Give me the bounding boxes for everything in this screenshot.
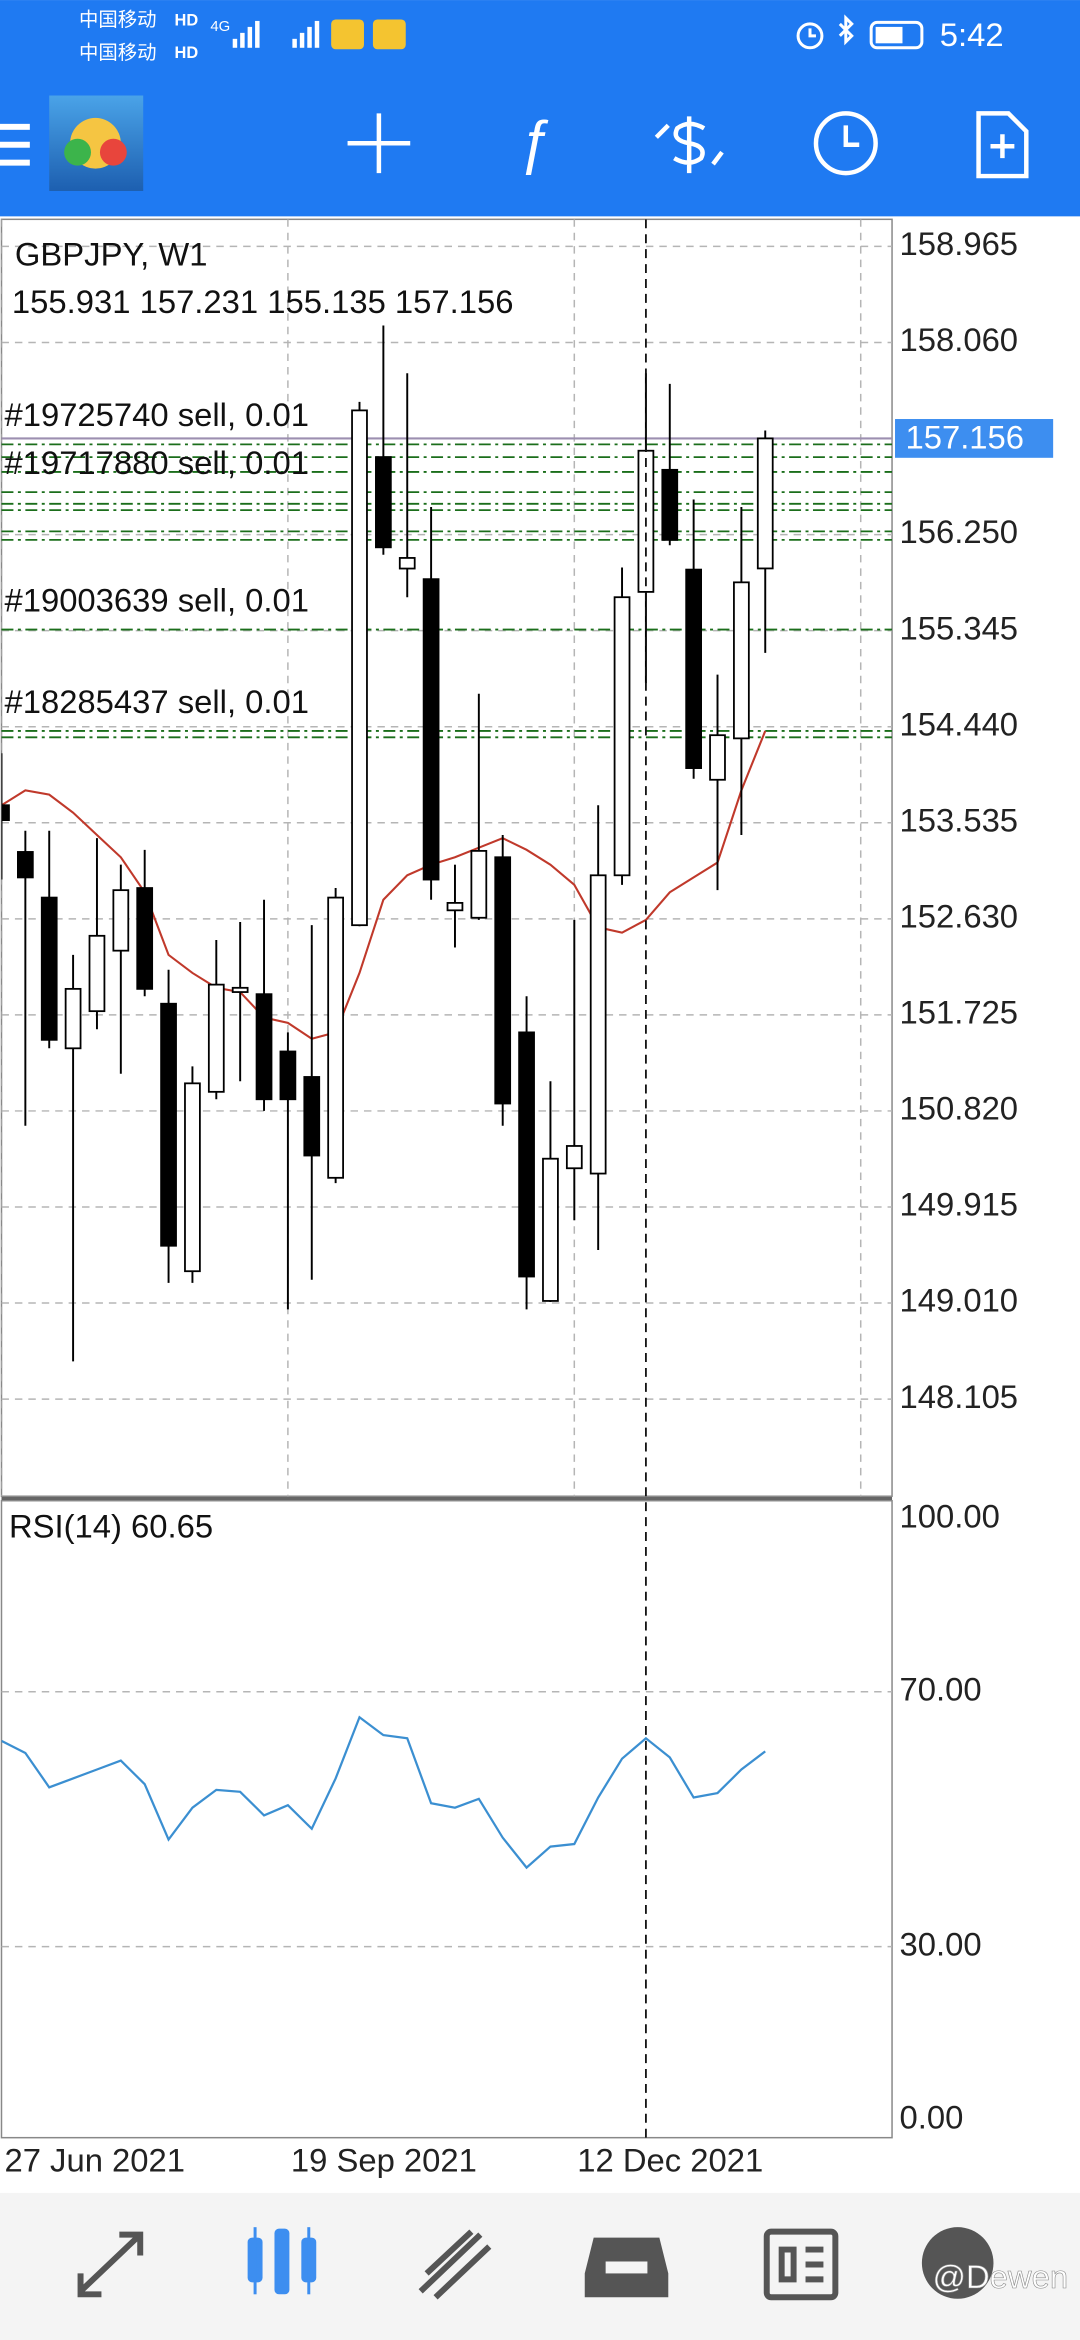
order-label: #19003639 sell, 0.01 xyxy=(4,581,309,618)
candle-body xyxy=(375,456,392,549)
rsi-title: RSI(14) 60.65 xyxy=(9,1508,213,1545)
candle-body xyxy=(589,874,607,1175)
main-plot: #19725740 sell, 0.01 #19717880 sell, 0.01… xyxy=(1,219,893,1497)
order-label: #18285437 sell, 0.01 xyxy=(4,683,309,720)
watermark: @Dewen xyxy=(933,2258,1068,2295)
x-tick-label: 12 Dec 2021 xyxy=(577,2142,763,2179)
y-tick-label: 0.00 xyxy=(900,2098,964,2135)
y-tick-label: 149.010 xyxy=(900,1282,1019,1319)
current-price-label: 157.156 xyxy=(905,419,1024,456)
system-icons xyxy=(796,14,924,50)
candle-body xyxy=(422,578,440,881)
hd-badge: HD xyxy=(175,11,199,29)
app-logo[interactable] xyxy=(49,95,144,191)
period-tool[interactable] xyxy=(813,111,878,176)
trade-tool[interactable] xyxy=(654,116,724,174)
y-tick-label: 150.820 xyxy=(900,1090,1019,1127)
candle-body xyxy=(231,986,249,993)
ohlc-header: 155.931 157.231 155.135 157.156 xyxy=(12,283,514,320)
candle-body xyxy=(613,596,631,877)
y-tick-label: 156.250 xyxy=(900,513,1019,550)
clock: 5:42 xyxy=(940,16,1004,53)
bottom-nav xyxy=(0,2192,1080,2340)
candle-body xyxy=(733,581,750,740)
rsi-line xyxy=(1,1715,766,1870)
candle-body xyxy=(255,993,273,1101)
candle-body xyxy=(518,1031,535,1278)
candle-body xyxy=(1,804,10,821)
indicators-tool[interactable]: ƒ xyxy=(517,108,550,175)
y-tick-label: 152.630 xyxy=(900,897,1019,934)
y-tick-label: 154.440 xyxy=(900,705,1019,742)
candle-body xyxy=(40,896,58,1041)
order-label: #19717880 sell, 0.01 xyxy=(4,444,309,481)
rsi-pane xyxy=(0,1499,893,2139)
candle-body xyxy=(160,1002,177,1247)
crosshair-tool[interactable] xyxy=(347,113,411,174)
x-tick-label: 19 Sep 2021 xyxy=(291,2142,477,2179)
candle-body xyxy=(542,1157,559,1302)
candle-body xyxy=(184,1082,201,1273)
quotes-tab[interactable] xyxy=(77,2231,144,2298)
order-label: #19725740 sell, 0.01 xyxy=(4,396,309,433)
menu-button[interactable] xyxy=(0,123,30,166)
candle-body xyxy=(446,902,464,912)
x-tick-label: 27 Jun 2021 xyxy=(4,2142,185,2179)
current-price-box xyxy=(895,419,1054,458)
y-tick-label: 151.725 xyxy=(900,994,1019,1031)
y-tick-label: 155.345 xyxy=(900,609,1019,646)
trade-tab[interactable] xyxy=(418,2229,492,2300)
y-tick-label: 158.060 xyxy=(900,321,1019,358)
y-tick-label: 149.915 xyxy=(900,1186,1019,1223)
y-tick-label: 158.965 xyxy=(900,225,1019,262)
network: 4G xyxy=(210,19,230,35)
main-pane xyxy=(0,218,893,1497)
carrier: 中国移动 xyxy=(79,42,157,64)
candle-body xyxy=(494,856,512,1105)
candle-body xyxy=(661,468,679,541)
candle-body xyxy=(64,987,82,1050)
signal-icons xyxy=(232,19,406,50)
y-tick-label: 148.105 xyxy=(900,1378,1019,1415)
news-tab[interactable] xyxy=(763,2228,839,2301)
moving-average xyxy=(1,730,767,1040)
candle-body xyxy=(112,889,130,952)
y-tick-label: 153.535 xyxy=(900,801,1019,838)
candle-body xyxy=(88,934,106,1013)
candle-body xyxy=(756,437,774,570)
candle-body xyxy=(136,887,154,990)
candle-body xyxy=(709,734,726,781)
candle-body xyxy=(207,983,225,1093)
candle-body xyxy=(565,1145,583,1170)
candle-body xyxy=(470,849,488,919)
y-tick-label: 30.00 xyxy=(900,1925,982,1962)
carrier: 中国移动 xyxy=(79,9,157,31)
more-tab[interactable] xyxy=(921,2227,994,2299)
chart-title: GBPJPY, W1 xyxy=(15,235,208,272)
candle-body xyxy=(351,409,368,927)
candle-body xyxy=(685,568,702,769)
candle-body xyxy=(17,851,34,879)
candle-body xyxy=(398,557,416,570)
candle-body xyxy=(327,896,344,1179)
y-tick-label: 100.00 xyxy=(900,1497,1000,1534)
labels: 158.965 158.060 156.250 155.345 154.440 153.5… xyxy=(4,225,1054,2179)
history-tab[interactable] xyxy=(584,2237,669,2298)
template-tool[interactable] xyxy=(976,111,1029,179)
candle-body xyxy=(279,1050,297,1101)
candle-body xyxy=(303,1076,321,1157)
hd-badge: HD xyxy=(175,44,199,62)
chart-tab[interactable] xyxy=(247,2227,317,2295)
y-tick-label: 70.00 xyxy=(900,1670,982,1707)
rsi-plot xyxy=(1,1691,893,1948)
